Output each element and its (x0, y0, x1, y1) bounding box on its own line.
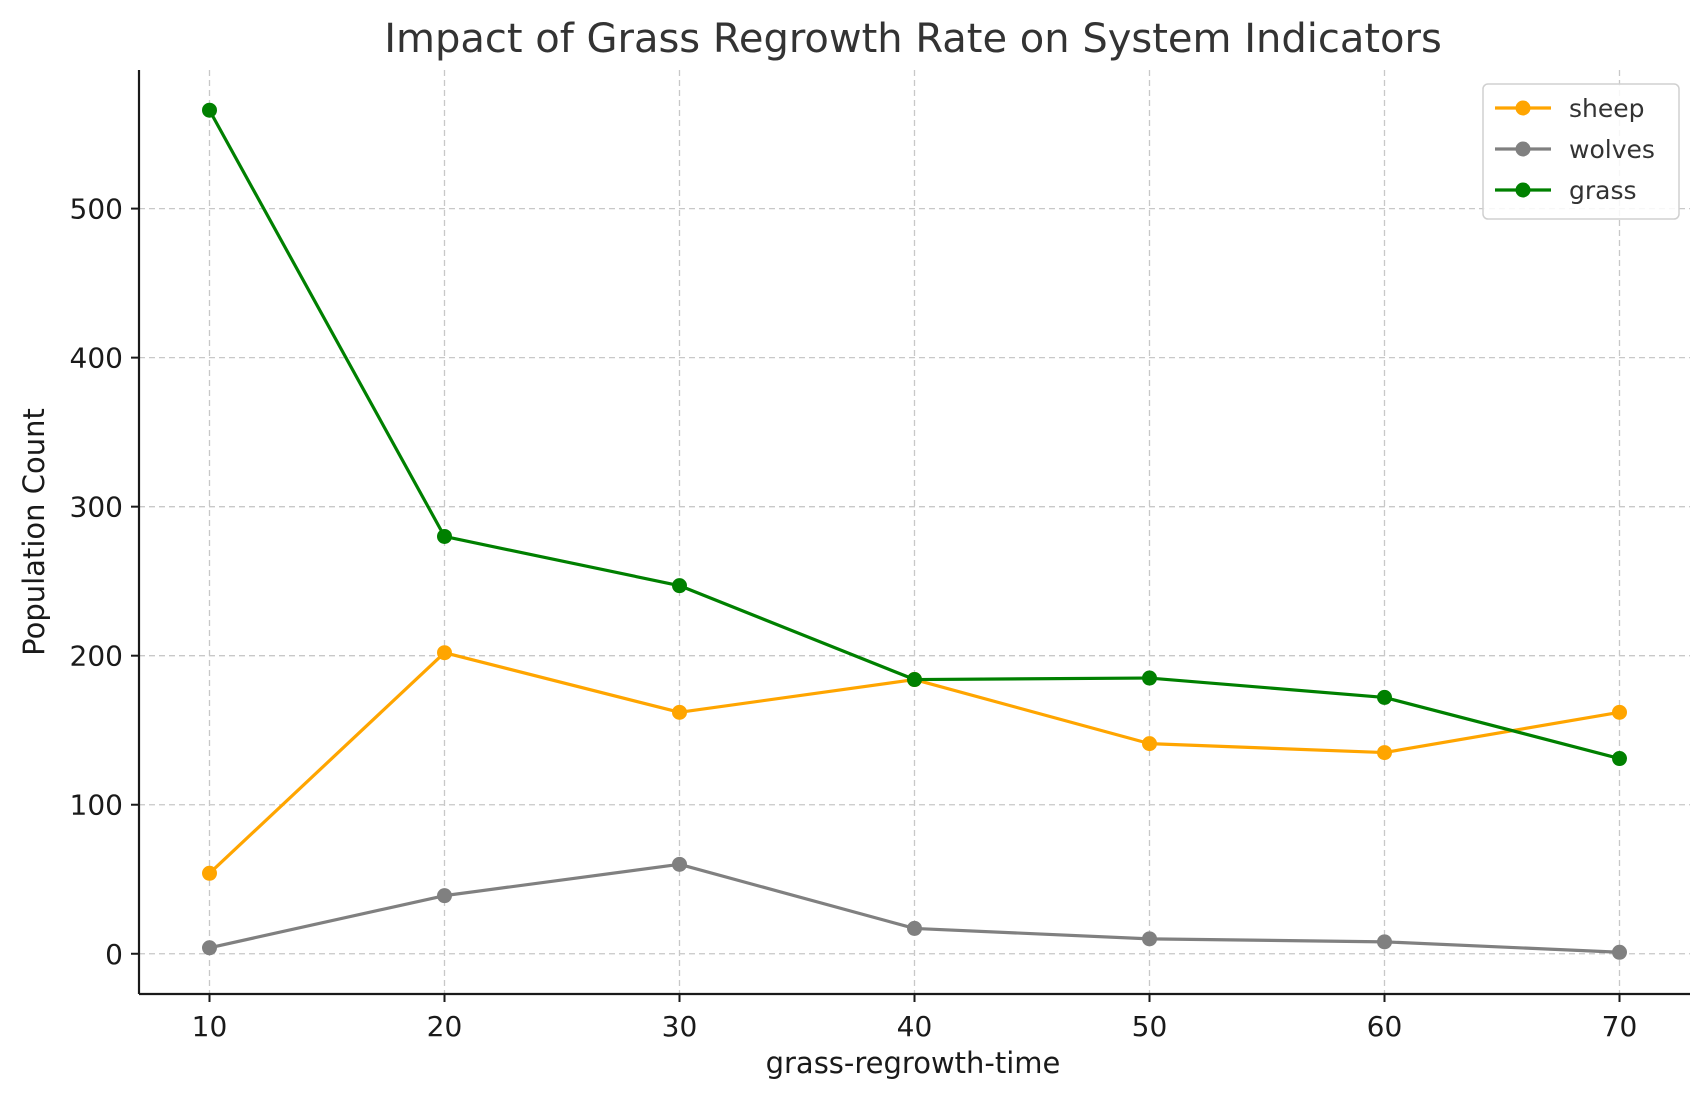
data-point-grass (1377, 689, 1392, 705)
x-tick-label: 20 (427, 1010, 463, 1043)
data-point-grass (437, 528, 452, 544)
x-axis-label: grass-regrowth-time (766, 1046, 1061, 1080)
legend-marker (1515, 141, 1531, 157)
legend-label: wolves (1569, 135, 1655, 164)
series-group (202, 102, 1627, 960)
data-point-sheep (437, 645, 452, 661)
y-tick-label: 500 (70, 193, 123, 226)
data-point-wolves (202, 940, 217, 956)
tick-labels: 10 20 30 40 50 60 70 0 100 200 300 400 500 (70, 193, 1638, 1043)
x-tick-label: 30 (662, 1010, 698, 1043)
data-point-grass (202, 102, 217, 118)
legend-item-grass: grass (1495, 176, 1637, 205)
chart-title: Impact of Grass Regrowth Rate on System … (384, 16, 1442, 62)
y-tick-label: 200 (70, 640, 123, 673)
data-point-wolves (437, 888, 452, 904)
data-point-grass (672, 578, 687, 594)
data-point-wolves (1142, 931, 1157, 947)
data-point-grass (1612, 751, 1627, 767)
data-point-sheep (1612, 704, 1627, 720)
y-tick-label: 0 (105, 938, 123, 971)
legend: sheep wolves grass (1482, 83, 1680, 220)
legend-marker (1515, 182, 1531, 198)
y-tick-label: 400 (70, 342, 123, 375)
data-point-wolves (672, 856, 687, 872)
data-point-wolves (907, 920, 922, 936)
legend-label: sheep (1569, 94, 1645, 123)
legend-label: grass (1569, 176, 1637, 205)
data-point-grass (1142, 670, 1157, 686)
x-tick-label: 60 (1367, 1010, 1403, 1043)
y-tick-label: 100 (70, 789, 123, 822)
data-point-sheep (1377, 745, 1392, 761)
legend-item-sheep: sheep (1495, 94, 1645, 123)
y-tick-label: 300 (70, 491, 123, 524)
data-point-wolves (1377, 934, 1392, 950)
legend-marker (1515, 100, 1531, 116)
data-point-sheep (1142, 736, 1157, 752)
data-point-sheep (672, 704, 687, 720)
legend-box (1482, 83, 1680, 220)
data-point-wolves (1612, 944, 1627, 960)
x-tick-label: 50 (1132, 1010, 1168, 1043)
series-grass (202, 102, 1627, 767)
grid (139, 70, 1690, 994)
x-tick-label: 10 (192, 1010, 228, 1043)
data-point-sheep (202, 865, 217, 881)
data-point-grass (907, 672, 922, 688)
series-wolves (202, 856, 1627, 960)
axes (131, 70, 1690, 1002)
x-tick-label: 70 (1602, 1010, 1638, 1043)
y-axis-label: Population Count (17, 408, 51, 656)
x-tick-label: 40 (897, 1010, 933, 1043)
legend-item-wolves: wolves (1495, 135, 1655, 164)
